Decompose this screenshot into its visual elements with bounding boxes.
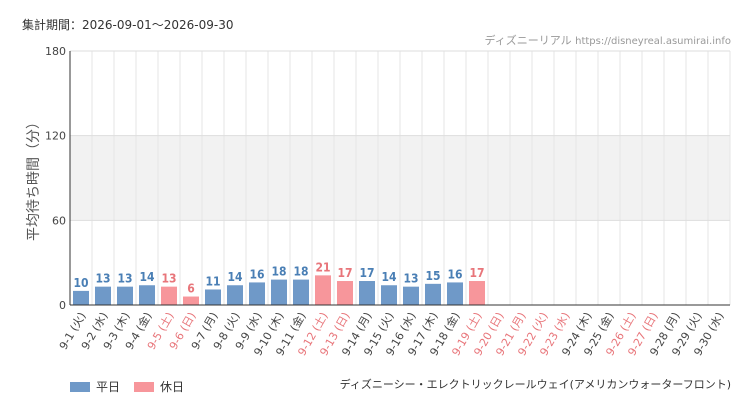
y-tick-label: 60 [52,214,66,227]
data-label: 17 [337,266,352,280]
axes [69,51,730,306]
data-label: 6 [187,282,195,296]
period-label: 集計期間：2026-09-01～2026-09-30 [22,18,234,32]
bar [469,281,485,305]
legend-swatch-weekday [70,381,90,392]
data-label: 14 [381,270,397,284]
data-label: 16 [447,267,462,281]
legend-item-holiday: 休日 [134,378,184,395]
site-credit[interactable]: ディズニーリアル https://disneyreal.asumirai.inf… [485,32,732,48]
bar [271,279,287,305]
y-tick-label: 180 [45,45,66,58]
data-label: 14 [139,270,155,284]
x-tick-labels: 9-1 (火)9-2 (水)9-3 (木)9-4 (金)9-5 (土)9-6 (… [57,310,727,359]
bar [117,286,133,305]
bar [183,296,199,305]
bar [359,281,375,305]
data-label: 11 [205,274,220,288]
legend-swatch-holiday [134,381,155,392]
data-label: 16 [249,267,264,281]
data-label: 18 [271,265,286,279]
site-url[interactable]: https://disneyreal.asumirai.info [575,36,731,47]
site-name: ディズニーリアル [484,34,572,47]
data-label: 21 [315,260,330,274]
y-tick-labels: 0 60 120 180 [45,45,66,312]
bar [139,285,155,305]
bar [95,286,111,305]
data-label: 10 [73,276,88,290]
y-tick-label: 0 [59,299,66,312]
data-label: 14 [227,270,243,284]
bar [447,282,463,305]
bar-series [73,275,485,305]
bar [381,285,397,305]
bar [403,286,419,305]
data-label: 13 [117,272,132,286]
legend-item-weekday: 平日 [70,378,120,395]
bar [227,285,243,305]
wait-time-chart: 10 13 13 14 13 6 11 14 16 18 18 21 17 17 14 13 15 16 17 0 6… [26,45,731,359]
data-label: 15 [425,269,440,283]
data-label: 13 [95,272,110,286]
y-axis-label: 平均待ち時間（分） [26,115,42,241]
legend-label-holiday: 休日 [160,380,185,394]
data-label: 17 [359,266,374,280]
bar [425,283,441,305]
bar [337,281,353,305]
data-label: 17 [469,266,484,280]
legend-label-weekday: 平日 [96,380,121,394]
data-label: 18 [293,265,308,279]
legend: 平日 休日 [70,378,198,395]
bar [293,279,309,305]
bar [249,282,265,305]
value-labels: 10 13 13 14 13 6 11 14 16 18 18 21 17 17 14 13 15 16 17 [73,260,484,295]
data-label: 13 [161,272,176,286]
y-tick-label: 120 [45,130,66,143]
bar [315,275,331,305]
data-label: 13 [403,272,418,286]
attraction-name: ディズニーシー・エレクトリックレールウェイ(アメリカンウォーターフロント) [339,378,731,391]
bar [73,290,89,305]
bar [161,286,177,305]
bar [205,289,221,305]
